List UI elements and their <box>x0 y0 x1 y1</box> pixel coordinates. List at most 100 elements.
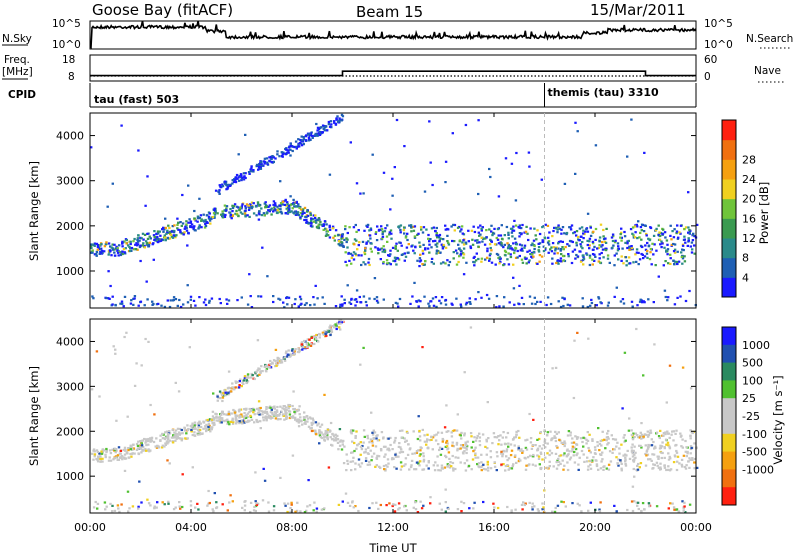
scatter-cell <box>680 251 683 254</box>
scatter-cell <box>193 421 197 424</box>
scatter-cell <box>344 251 347 254</box>
scatter-cell <box>512 242 515 245</box>
scatter-cell <box>109 502 112 505</box>
scatter-cell <box>571 437 574 440</box>
scatter-cell <box>419 453 422 456</box>
scatter-cell <box>500 224 503 227</box>
scatter-cell <box>382 298 385 301</box>
scatter-cell <box>373 277 377 280</box>
scatter-cell <box>372 452 376 455</box>
scatter-cell <box>362 192 365 195</box>
scatter-cell <box>370 439 374 443</box>
scatter-cell <box>636 501 640 504</box>
scatter-cell <box>675 429 678 432</box>
scatter-cell <box>257 408 260 411</box>
scatter-cell <box>103 501 107 504</box>
scatter-cell <box>385 504 388 507</box>
scatter-cell <box>330 443 333 446</box>
scatter-cell <box>152 242 155 245</box>
scatter-cell <box>167 224 170 227</box>
scatter-cell <box>289 210 292 214</box>
scatter-cell <box>607 441 610 445</box>
scatter-cell <box>189 220 193 223</box>
scatter-cell <box>358 295 361 299</box>
scatter-cell <box>633 225 637 228</box>
scatter-cell <box>330 329 333 332</box>
scatter-cell <box>246 214 249 217</box>
scatter-cell <box>354 435 357 438</box>
scatter-cell <box>227 410 231 413</box>
scatter-cell <box>366 225 369 228</box>
scatter-cell <box>126 490 130 493</box>
scatter-cell <box>353 441 356 445</box>
scatter-cell <box>673 303 677 306</box>
scatter-cell <box>205 419 208 422</box>
scatter-cell <box>363 229 366 232</box>
scatter-cell <box>352 251 356 254</box>
scatter-cell <box>165 430 169 433</box>
scatter-cell <box>501 436 504 439</box>
scatter-cell <box>447 241 450 244</box>
scatter-cell <box>113 509 117 512</box>
scatter-cell <box>546 224 550 227</box>
scatter-cell <box>430 261 433 264</box>
scatter-cell <box>123 251 126 254</box>
scatter-cell <box>536 300 539 303</box>
scatter-cell <box>230 217 233 220</box>
scatter-cell <box>663 466 667 469</box>
scatter-cell <box>450 465 453 468</box>
scatter-cell <box>585 442 588 445</box>
scatter-cell <box>565 455 569 458</box>
scatter-cell <box>658 238 662 241</box>
scatter-cell <box>434 230 437 233</box>
scatter-cell <box>578 227 582 230</box>
scatter-cell <box>687 237 690 240</box>
scatter-cell <box>494 263 497 266</box>
scatter-cell <box>345 264 349 267</box>
scatter-cell <box>294 416 297 419</box>
scatter-cell <box>281 153 284 156</box>
scatter-cell <box>489 246 492 250</box>
scatter-cell <box>186 437 189 440</box>
scatter-cell <box>432 304 436 307</box>
scatter-cell <box>124 457 128 460</box>
power-colorbar-tick: 12 <box>742 232 756 245</box>
scatter-cell <box>231 386 234 389</box>
scatter-cell <box>177 431 181 434</box>
scatter-cell <box>590 301 594 305</box>
scatter-cell <box>281 203 284 206</box>
scatter-cell <box>249 295 252 298</box>
scatter-cell <box>93 450 96 453</box>
scatter-cell <box>418 454 421 457</box>
scatter-cell <box>274 362 278 365</box>
scatter-cell <box>561 296 564 299</box>
scatter-cell <box>658 234 662 238</box>
scatter-cell <box>563 464 566 467</box>
scatter-cell <box>318 131 321 134</box>
scatter-cell <box>617 258 620 261</box>
scatter-cell <box>641 301 644 304</box>
scatter-cell <box>389 436 392 439</box>
scatter-cell <box>333 438 336 441</box>
scatter-cell <box>647 502 651 505</box>
scatter-cell <box>517 457 521 460</box>
scatter-cell <box>139 300 143 303</box>
scatter-cell <box>600 245 603 248</box>
scatter-cell <box>537 509 540 513</box>
scatter-cell <box>231 182 234 185</box>
scatter-cell <box>139 444 142 447</box>
scatter-cell <box>377 248 380 251</box>
scatter-cell <box>374 445 378 448</box>
scatter-cell <box>283 357 286 360</box>
scatter-cell <box>521 261 525 264</box>
scatter-cell <box>668 447 672 450</box>
scatter-cell <box>555 432 559 435</box>
scatter-cell <box>178 298 181 302</box>
scatter-cell <box>306 210 309 213</box>
scatter-cell <box>547 243 551 246</box>
scatter-cell <box>152 234 156 237</box>
scatter-cell <box>573 461 577 464</box>
scatter-cell <box>444 298 448 302</box>
scatter-cell <box>429 496 432 499</box>
scatter-cell <box>661 441 664 444</box>
